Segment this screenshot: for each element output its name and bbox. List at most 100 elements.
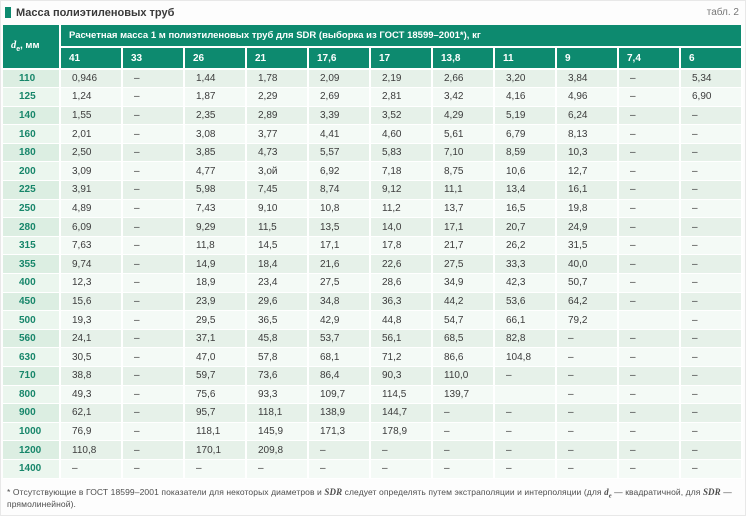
mass-cell: 145,9 <box>246 422 309 442</box>
mass-cell: 118,1 <box>246 403 309 423</box>
title-group: Масса полиэтиленовых труб <box>5 7 174 19</box>
mass-cell: – <box>680 459 743 479</box>
mass-cell: 45,8 <box>246 329 309 349</box>
mass-cell: – <box>432 459 495 479</box>
mass-cell: – <box>680 422 743 442</box>
mass-cell: 4,77 <box>184 161 247 182</box>
mass-cell: – <box>184 459 247 479</box>
mass-cell: 1,78 <box>246 69 309 89</box>
mass-cell: 6,90 <box>680 87 743 107</box>
diameter-column-header: dе, мм <box>3 25 61 70</box>
mass-cell: 14,0 <box>370 217 433 237</box>
sdr-column-header: 26 <box>184 47 247 70</box>
mass-cell: – <box>618 217 681 237</box>
sdr-header-row: 41 33 26 21 17,6 17 13,8 11 9 7,4 6 <box>3 47 743 70</box>
mass-cell: 36,3 <box>370 292 433 312</box>
mass-cell: – <box>680 199 743 219</box>
mass-cell: – <box>308 440 371 460</box>
table-row: 200 3,09–4,77 3,ой 6,92 7,18 8,75 10,6 12,7– – <box>3 161 743 182</box>
mass-cell: 3,52 <box>370 106 433 126</box>
table-row: 900 62,1–95,7 118,1 138,9 144,7– – – – – <box>3 403 743 423</box>
footnote-text: * Отсутствующие в ГОСТ 18599–2001 показа… <box>7 486 325 497</box>
mass-cell: – <box>122 143 185 163</box>
mass-cell: – <box>432 440 495 460</box>
table-row: 800 49,3–75,6 93,3 109,7 114,5 139,7– – – <box>3 385 743 405</box>
mass-cell: 17,1 <box>308 236 371 256</box>
mass-cell: 3,85 <box>184 143 247 163</box>
mass-cell: 27,5 <box>432 254 495 275</box>
mass-cell: 144,7 <box>370 403 433 423</box>
table-row: 355 9,74–14,9 18,4 21,6 22,6 27,5 33,3 40,0– – <box>3 254 743 275</box>
mass-cell: 59,7 <box>184 366 247 386</box>
mass-cell: 75,6 <box>184 385 247 405</box>
mass-cell: 4,73 <box>246 143 309 163</box>
mass-cell: – <box>680 440 743 460</box>
mass-cell: 5,19 <box>494 106 557 126</box>
mass-cell: 3,84 <box>556 69 619 89</box>
table-row: 315 7,63–11,8 14,5 17,1 17,8 21,7 26,2 31,5– – <box>3 236 743 256</box>
mass-cell: – <box>122 347 185 367</box>
mass-cell: 66,1 <box>494 310 557 330</box>
mass-cell: – <box>246 459 309 479</box>
mass-cell: – <box>494 422 557 442</box>
mass-cell: 5,61 <box>432 124 495 144</box>
diameter-cell: 1200 <box>3 440 61 460</box>
mass-cell: 49,3 <box>60 385 123 405</box>
mass-cell: – <box>618 124 681 144</box>
mass-cell: – <box>618 236 681 256</box>
mass-cell: 21,7 <box>432 236 495 256</box>
mass-cell: 53,6 <box>494 292 557 312</box>
mass-cell: – <box>618 403 681 423</box>
mass-cell: 15,6 <box>60 292 123 312</box>
mass-cell: 37,1 <box>184 329 247 349</box>
mass-cell: – <box>618 292 681 312</box>
mass-cell: 47,0 <box>184 347 247 367</box>
diameter-unit: , мм <box>20 40 40 52</box>
mass-cell: – <box>680 180 743 200</box>
mass-cell: – <box>122 310 185 330</box>
mass-cell: 42,9 <box>308 310 371 330</box>
table-row: 1000 76,9–118,1 145,9 171,3 178,9– – – – – <box>3 422 743 442</box>
diameter-cell: 200 <box>3 161 61 182</box>
mass-cell: – <box>122 69 185 89</box>
mass-cell: 4,60 <box>370 124 433 144</box>
mass-cell: 4,96 <box>556 87 619 107</box>
mass-cell: 7,63 <box>60 236 123 256</box>
mass-cell: 22,6 <box>370 254 433 275</box>
mass-cell: – <box>122 422 185 442</box>
sdr-column-header: 11 <box>494 47 557 70</box>
mass-cell: 8,59 <box>494 143 557 163</box>
page-title: Масса полиэтиленовых труб <box>16 6 175 19</box>
mass-cell: – <box>618 366 681 386</box>
mass-cell: 50,7 <box>556 273 619 293</box>
table-row: 140 1,55–2,35 2,89 3,39 3,52 4,29 5,19 6,24– – <box>3 106 743 126</box>
mass-cell: 7,43 <box>184 199 247 219</box>
diameter-cell: 315 <box>3 236 61 256</box>
mass-cell: 13,4 <box>494 180 557 200</box>
mass-cell: – <box>122 161 185 182</box>
diameter-cell: 1400 <box>3 459 61 479</box>
diameter-symbol-subscript: е <box>16 45 21 53</box>
diameter-cell: 710 <box>3 366 61 386</box>
mass-cell: 2,66 <box>432 69 495 89</box>
mass-cell: 0,946 <box>60 69 123 89</box>
mass-cell: 7,18 <box>370 161 433 182</box>
mass-cell: 16,5 <box>494 199 557 219</box>
table-row: 225 3,91–5,98 7,45 8,74 9,12 11,1 13,4 16,1– – <box>3 180 743 200</box>
mass-cell: – <box>680 385 743 405</box>
mass-cell: 139,7 <box>432 385 495 405</box>
mass-cell: 209,8 <box>246 440 309 460</box>
mass-cell: 4,29 <box>432 106 495 126</box>
mass-cell: – <box>680 403 743 423</box>
table-row: 710 38,8–59,7 73,6 86,4 90,3 110,0– – – – <box>3 366 743 386</box>
mass-cell: 4,89 <box>60 199 123 219</box>
mass-cell: 86,4 <box>308 366 371 386</box>
mass-cell: – <box>122 292 185 312</box>
footnote-emphasis: SDR <box>324 486 343 497</box>
mass-cell: 40,0 <box>556 254 619 275</box>
mass-cell: 36,5 <box>246 310 309 330</box>
mass-cell: 138,9 <box>308 403 371 423</box>
mass-cell: 24,1 <box>60 329 123 349</box>
mass-cell: – <box>122 385 185 405</box>
diameter-cell: 560 <box>3 329 61 349</box>
